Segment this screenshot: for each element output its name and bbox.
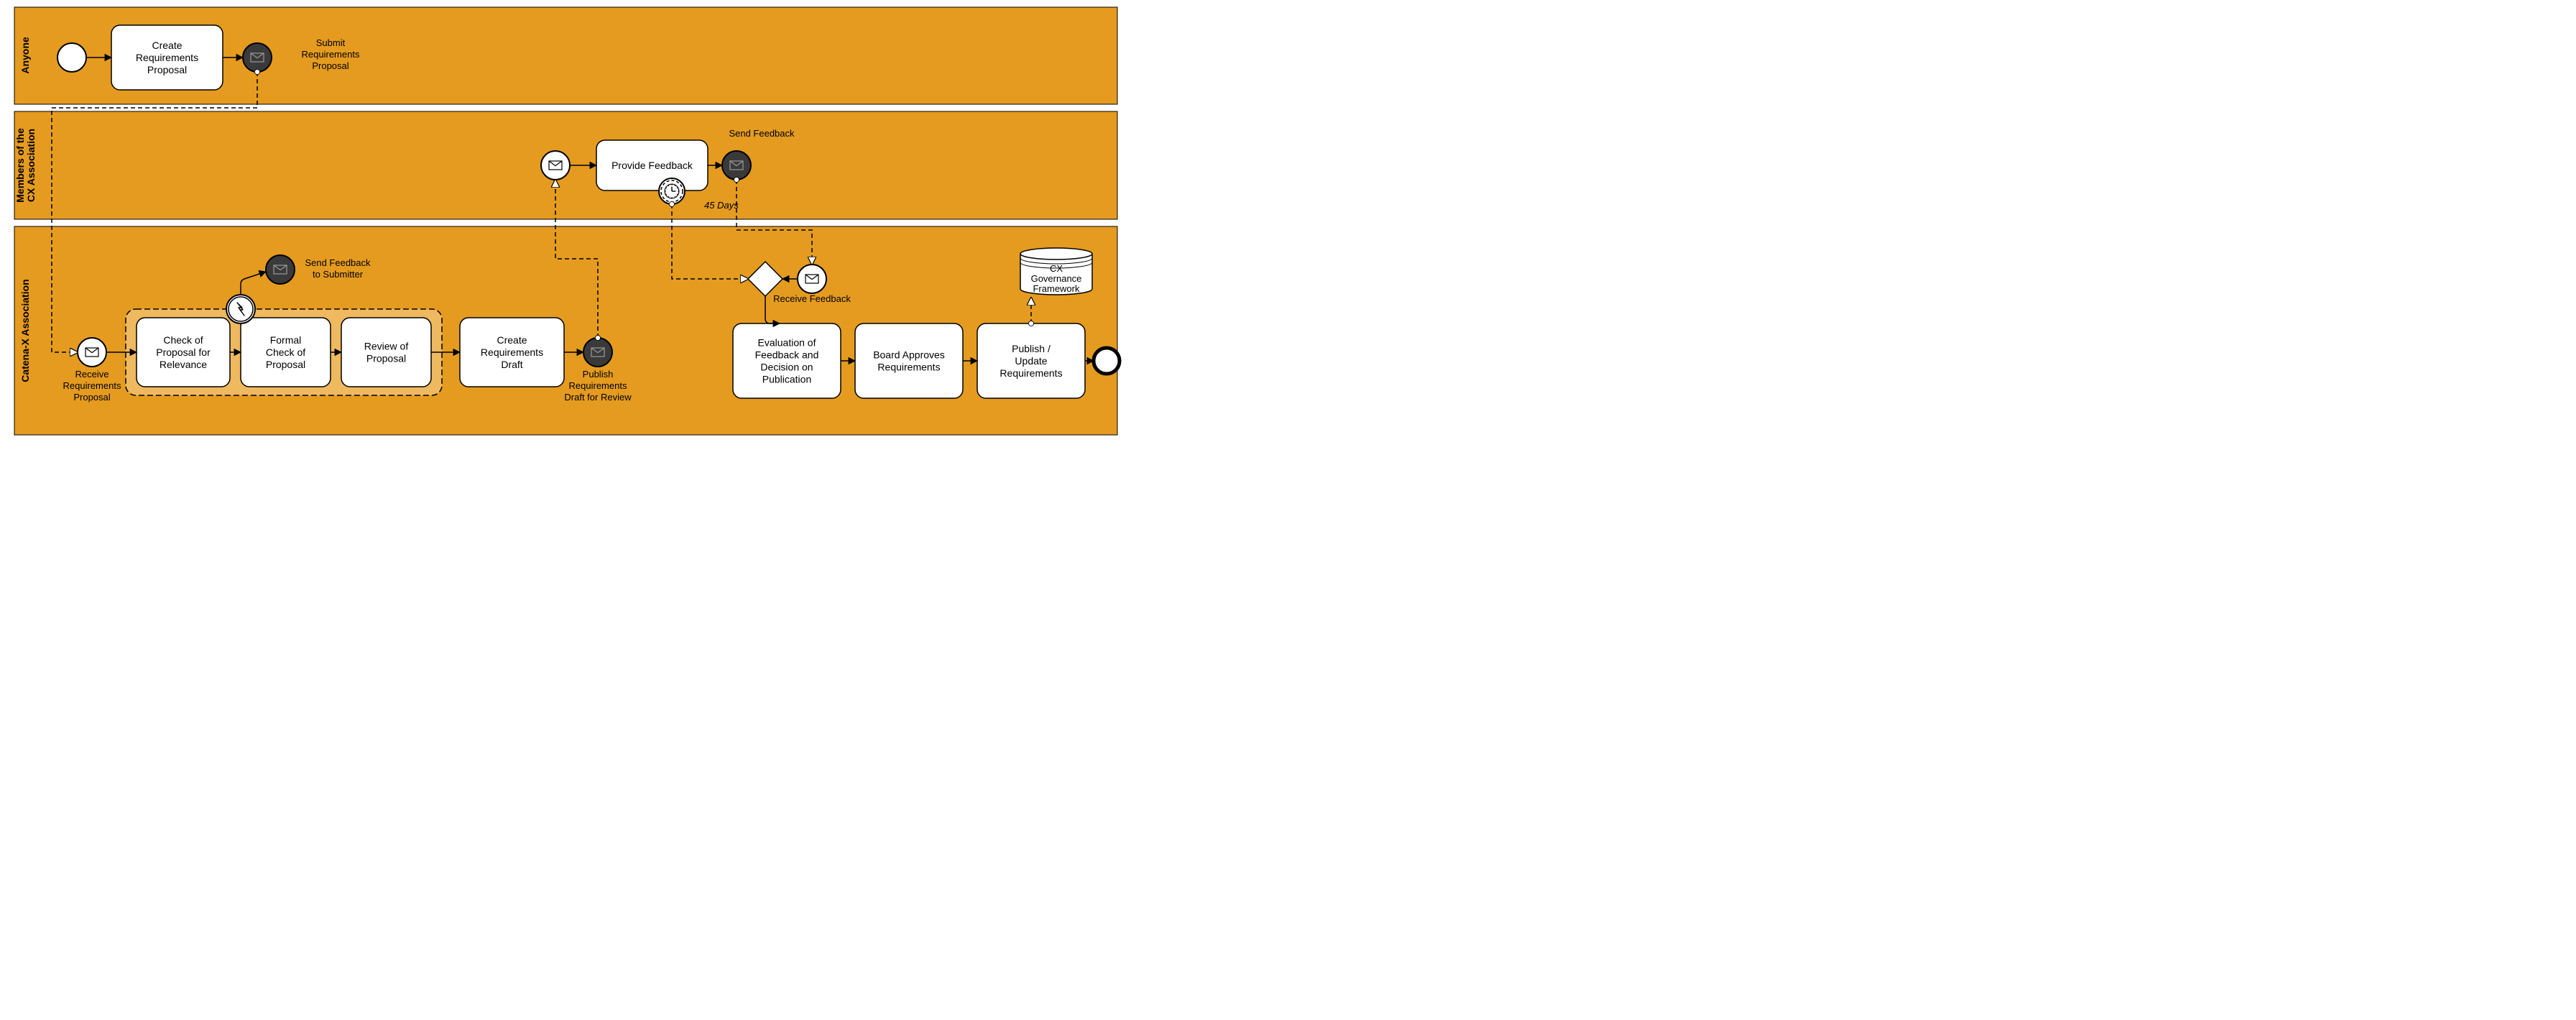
task-label-formal_check: FormalCheck ofProposal (266, 334, 305, 370)
task-label-check_relevance: Check ofProposal forRelevance (156, 334, 211, 370)
swimlane-label-catenax: Catena-X Association (19, 279, 31, 382)
event-label-send_feedback_sub: Send Feedbackto Submitter (305, 257, 371, 280)
event-label-send_feedback: Send Feedback (729, 128, 795, 139)
start-event (57, 43, 86, 72)
event-label-timer: 45 Days (704, 200, 739, 211)
event-boundary_error (226, 295, 255, 323)
task-label-board_approves: Board ApprovesRequirements (873, 349, 945, 373)
task-label-review_proposal: Review ofProposal (364, 341, 409, 364)
task-label-provide_feedback: Provide Feedback (611, 160, 693, 171)
end-event (1094, 348, 1120, 374)
swimlane-label-anyone: Anyone (19, 37, 31, 74)
swimlane-label-members: Members of theCX Association (14, 128, 37, 203)
event-label-receive_feedback: Receive Feedback (773, 293, 851, 304)
task-label-evaluation: Evaluation ofFeedback andDecision onPubl… (755, 337, 819, 385)
